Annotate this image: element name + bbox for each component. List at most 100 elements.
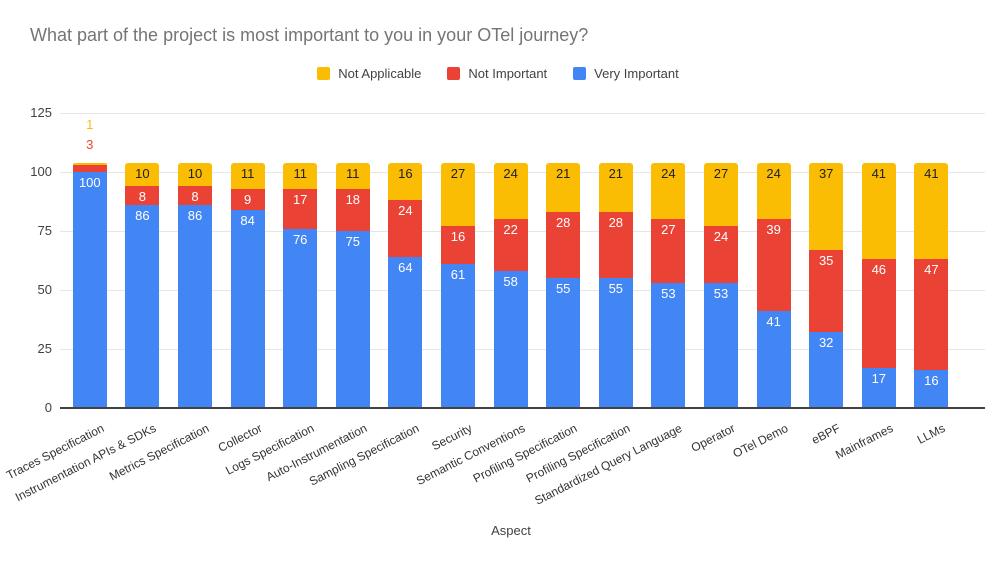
y-tick-label: 25 [37, 341, 52, 356]
bar-value-label: 39 [766, 222, 781, 238]
bar-value-label: 32 [818, 335, 834, 351]
bar-value-label: 75 [345, 234, 361, 249]
bar-segment [125, 205, 160, 408]
bar-value-label: 18 [345, 191, 361, 207]
bar-segment [704, 282, 738, 408]
bar-value-label: 86 [135, 208, 150, 224]
bar-segment [756, 219, 791, 312]
legend-label: Very Important [594, 66, 679, 81]
bar-value-label: 21 [555, 165, 571, 181]
legend-swatch-icon [573, 67, 587, 80]
legend-swatch-icon [317, 67, 331, 80]
bar-segment [441, 264, 475, 408]
bar-value-label: 37 [818, 165, 834, 181]
bar-value-label: 24 [713, 229, 729, 245]
bar-value-label: 17 [871, 370, 887, 386]
bar-value-label: 27 [661, 222, 676, 238]
bar-segment [914, 259, 949, 371]
legend-item: Not Important [447, 66, 547, 81]
bar-segment [178, 205, 212, 408]
bar-segment [546, 278, 581, 408]
bar-value-label: 21 [608, 165, 624, 181]
legend-swatch-icon [447, 67, 461, 80]
bar-segment [178, 162, 212, 187]
gridline [60, 113, 985, 114]
bar-segment [651, 282, 686, 408]
bar-value-label: 24 [503, 165, 518, 181]
bar-value-label: 35 [818, 252, 834, 268]
bar-value-label: 41 [924, 165, 939, 181]
bar-value-label: 24 [398, 203, 413, 219]
bar-value-label: 53 [713, 285, 729, 301]
bar-segment [72, 162, 107, 165]
bar-value-label: 58 [503, 274, 518, 290]
chart-title: What part of the project is most importa… [30, 25, 589, 45]
bar-value-label: 9 [243, 191, 252, 207]
bar-segment [230, 188, 265, 210]
bar-value-label: 22 [503, 222, 518, 238]
chart-legend: Not Applicable Not Important Very Importan… [0, 66, 996, 81]
y-tick-label: 100 [30, 164, 52, 179]
bar-segment [546, 162, 581, 213]
bar-value-label: 8 [138, 189, 146, 205]
bar-value-label: 55 [555, 281, 571, 297]
bar-value-label: 53 [661, 285, 676, 301]
bar-segment [493, 219, 528, 272]
bar-value-label: 16 [924, 373, 939, 389]
bar-value-label: 41 [766, 314, 781, 330]
bar-segment [756, 162, 791, 220]
bar-segment [178, 186, 212, 206]
bar-segment [914, 370, 949, 408]
bar-value-label: 24 [661, 165, 676, 181]
bar-segment [388, 162, 423, 201]
bar-segment [651, 162, 686, 220]
bar-segment [283, 228, 318, 408]
legend-item: Not Applicable [317, 66, 421, 81]
bar-segment [914, 162, 949, 260]
legend-item: Very Important [573, 66, 679, 81]
bar-value-label: 11 [293, 165, 307, 181]
bar-value-label: 28 [555, 215, 571, 231]
bar-segment [283, 188, 318, 229]
x-axis-title: Aspect [491, 523, 531, 538]
bar-segment [809, 162, 844, 250]
bar-value-label: 55 [608, 281, 624, 297]
bar-segment [72, 164, 107, 172]
bar-value-label-outside: 1 [86, 116, 94, 132]
bar-segment [809, 249, 844, 333]
bar-value-label: 11 [346, 165, 360, 181]
bar-value-label: 100 [78, 175, 101, 190]
bar-value-label: 24 [766, 165, 781, 181]
bar-segment [756, 311, 791, 408]
bar-segment [493, 162, 528, 220]
bar-value-label: 64 [398, 259, 413, 275]
bar-segment [388, 256, 423, 408]
bar-segment [441, 162, 475, 227]
bar-value-label: 10 [187, 165, 203, 181]
bar-segment [861, 162, 896, 260]
bar-segment [72, 172, 107, 408]
y-tick-label: 125 [30, 105, 52, 120]
bar-value-label: 10 [135, 165, 150, 181]
bar-segment [651, 219, 686, 283]
bar-segment [335, 162, 370, 189]
bar-segment [230, 162, 265, 189]
bar-segment [598, 278, 633, 408]
bar-segment [335, 231, 370, 408]
bar-value-label: 11 [240, 165, 255, 181]
bar-value-label: 16 [450, 229, 466, 245]
y-tick-label: 0 [44, 400, 52, 415]
bar-segment [125, 162, 160, 187]
legend-label: Not Important [468, 66, 548, 81]
bar-value-label: 41 [871, 165, 887, 181]
bar-value-label: 47 [924, 262, 939, 278]
bar-value-label: 76 [292, 231, 308, 247]
bar-value-label: 8 [191, 189, 199, 205]
bar-value-label: 17 [292, 191, 308, 207]
bar-segment [704, 226, 738, 283]
bar-segment [441, 226, 475, 265]
x-axis-line [60, 407, 985, 409]
bar-value-label: 27 [713, 165, 729, 181]
bar-segment [704, 162, 738, 227]
